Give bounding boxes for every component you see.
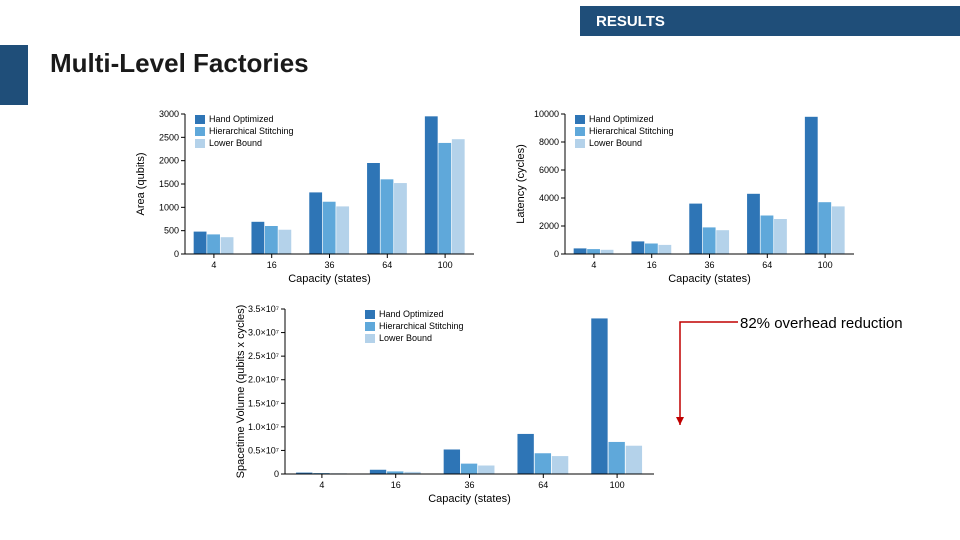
svg-text:16: 16: [267, 260, 277, 270]
bar: [278, 230, 291, 254]
svg-text:4000: 4000: [539, 193, 559, 203]
bar: [805, 117, 818, 254]
svg-text:Capacity (states): Capacity (states): [288, 273, 371, 285]
svg-text:16: 16: [391, 480, 401, 490]
svg-text:Latency (cycles): Latency (cycles): [515, 144, 527, 223]
bar: [425, 116, 438, 254]
bar: [761, 216, 774, 255]
svg-text:2500: 2500: [159, 132, 179, 142]
chart-area: 0 500 1000 1500 2000 2500 3000 4 16 36 64 100 Area (…: [130, 108, 480, 288]
bar: [645, 244, 658, 255]
bar: [658, 245, 671, 254]
svg-text:Hand Optimized: Hand Optimized: [589, 114, 654, 124]
bar: [309, 192, 322, 254]
bar: [444, 449, 460, 474]
bar: [517, 434, 533, 474]
bar: [194, 232, 207, 254]
svg-text:6000: 6000: [539, 165, 559, 175]
svg-text:Capacity (states): Capacity (states): [668, 273, 751, 285]
bar: [608, 442, 624, 474]
bar: [535, 453, 551, 474]
svg-text:1500: 1500: [159, 179, 179, 189]
svg-text:Hierarchical Stitching: Hierarchical Stitching: [379, 321, 464, 331]
svg-text:Spacetime Volume (qubits x cyc: Spacetime Volume (qubits x cycles): [235, 305, 247, 479]
svg-text:Area (qubits): Area (qubits): [135, 153, 147, 216]
bar: [251, 222, 264, 254]
svg-text:100: 100: [610, 480, 625, 490]
bar: [747, 194, 760, 254]
svg-text:0: 0: [274, 469, 279, 479]
svg-text:3.5×10⁷: 3.5×10⁷: [248, 304, 279, 314]
svg-text:Hierarchical Stitching: Hierarchical Stitching: [209, 126, 294, 136]
bar: [207, 234, 220, 254]
bar: [774, 219, 787, 254]
svg-text:2.0×10⁷: 2.0×10⁷: [248, 375, 279, 385]
callout-text: 82% overhead reduction: [740, 315, 903, 332]
svg-text:1000: 1000: [159, 202, 179, 212]
svg-text:1.5×10⁷: 1.5×10⁷: [248, 398, 279, 408]
bar: [394, 183, 407, 254]
bar: [832, 206, 845, 254]
svg-text:4: 4: [319, 480, 324, 490]
header-bar: RESULTS: [580, 6, 960, 36]
svg-text:0: 0: [554, 249, 559, 259]
bar: [323, 202, 336, 254]
svg-text:4: 4: [211, 260, 216, 270]
svg-text:64: 64: [762, 260, 772, 270]
svg-text:Capacity (states): Capacity (states): [428, 493, 511, 505]
bar: [478, 466, 494, 474]
bar: [587, 249, 600, 254]
svg-text:1.0×10⁷: 1.0×10⁷: [248, 422, 279, 432]
svg-text:3000: 3000: [159, 109, 179, 119]
bar: [381, 179, 394, 254]
bar: [461, 464, 477, 474]
bar: [367, 163, 380, 254]
bar: [601, 250, 614, 254]
svg-text:0: 0: [174, 249, 179, 259]
bar: [631, 241, 644, 254]
svg-text:Hand Optimized: Hand Optimized: [209, 114, 274, 124]
svg-text:2.5×10⁷: 2.5×10⁷: [248, 351, 279, 361]
svg-text:36: 36: [464, 480, 474, 490]
svg-text:100: 100: [818, 260, 833, 270]
svg-text:64: 64: [382, 260, 392, 270]
svg-text:100: 100: [438, 260, 453, 270]
svg-text:16: 16: [647, 260, 657, 270]
chart-volume: 0 0.5×10⁷ 1.0×10⁷ 1.5×10⁷ 2.0×10⁷ 2.5×10⁷ 3.0×…: [230, 303, 660, 508]
slide-title: Multi-Level Factories: [50, 48, 309, 79]
chart-latency: 0 2000 4000 6000 8000 10000 4 16 36 64 100 Latency …: [510, 108, 860, 288]
svg-text:4: 4: [591, 260, 596, 270]
bar: [689, 204, 702, 254]
svg-text:36: 36: [324, 260, 334, 270]
svg-text:Hierarchical Stitching: Hierarchical Stitching: [589, 126, 674, 136]
bar: [265, 226, 278, 254]
svg-text:Hand Optimized: Hand Optimized: [379, 309, 444, 319]
svg-text:500: 500: [164, 226, 179, 236]
bar: [336, 206, 349, 254]
svg-text:Lower Bound: Lower Bound: [379, 333, 432, 343]
svg-text:64: 64: [538, 480, 548, 490]
svg-text:0.5×10⁷: 0.5×10⁷: [248, 445, 279, 455]
bar: [818, 202, 831, 254]
svg-text:Lower Bound: Lower Bound: [589, 138, 642, 148]
svg-text:36: 36: [704, 260, 714, 270]
svg-text:Lower Bound: Lower Bound: [209, 138, 262, 148]
bar: [370, 470, 386, 474]
bar: [452, 139, 465, 254]
bar: [552, 456, 568, 474]
bar: [221, 237, 234, 254]
bar: [591, 318, 607, 474]
bar: [626, 446, 642, 474]
bar: [438, 143, 451, 254]
svg-text:10000: 10000: [534, 109, 559, 119]
side-accent: [0, 45, 28, 105]
header-label: RESULTS: [596, 13, 665, 30]
svg-text:2000: 2000: [539, 221, 559, 231]
svg-text:8000: 8000: [539, 137, 559, 147]
bar: [703, 227, 716, 254]
bar: [716, 230, 729, 254]
svg-text:3.0×10⁷: 3.0×10⁷: [248, 328, 279, 338]
svg-text:2000: 2000: [159, 156, 179, 166]
bar: [574, 248, 587, 254]
